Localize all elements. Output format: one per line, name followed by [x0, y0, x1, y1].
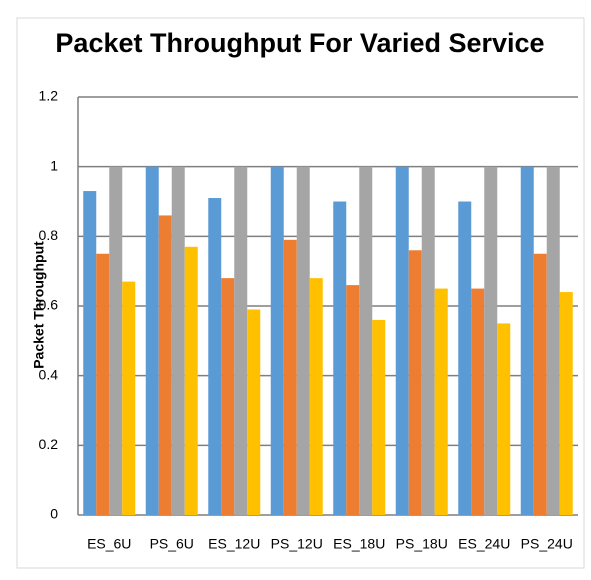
bar: [184, 246, 198, 516]
bar: [471, 288, 485, 515]
x-tick-label: PS_6U: [150, 536, 194, 552]
bar: [234, 166, 248, 515]
y-tick-label: 1: [50, 157, 58, 173]
x-tick-label: ES_6U: [87, 536, 131, 552]
bar: [221, 278, 235, 515]
bar: [408, 250, 422, 515]
bar: [359, 166, 373, 515]
bar: [533, 253, 547, 515]
bar: [109, 166, 123, 515]
x-tick-label: PS_24U: [521, 536, 573, 552]
bar: [309, 278, 323, 515]
bar: [559, 292, 573, 515]
bar: [145, 166, 159, 515]
bar: [158, 215, 172, 515]
x-tick-label: ES_12U: [208, 536, 260, 552]
bar: [283, 239, 297, 516]
bar: [83, 191, 97, 516]
y-tick-label: 0: [50, 506, 58, 522]
bar: [171, 166, 185, 515]
x-tick-label: PS_18U: [396, 536, 448, 552]
y-tick-label: 0.8: [39, 227, 59, 243]
bar: [96, 253, 110, 515]
bar: [333, 201, 347, 515]
bar: [458, 201, 472, 515]
x-tick-label: ES_18U: [333, 536, 385, 552]
chart-title: Packet Throughput For Varied Service: [55, 28, 544, 58]
bar: [296, 166, 310, 515]
bar: [208, 198, 222, 515]
x-tick-label: PS_12U: [271, 536, 323, 552]
bar: [421, 166, 435, 515]
bar: [395, 166, 409, 515]
bar: [247, 309, 261, 515]
bar: [270, 166, 284, 515]
y-tick-label: 1.2: [39, 88, 59, 104]
bar: [372, 319, 386, 515]
y-tick-label: 0.6: [39, 297, 59, 313]
bar: [484, 166, 498, 515]
bar: [520, 166, 534, 515]
bar: [497, 323, 511, 515]
y-tick-label: 0.4: [39, 366, 59, 382]
bar: [434, 288, 448, 515]
bar: [346, 285, 360, 515]
bar: [546, 166, 560, 515]
y-axis-label: Packet Throughput: [31, 241, 47, 369]
bar: [122, 281, 136, 515]
y-tick-label: 0.2: [39, 436, 59, 452]
x-tick-label: ES_24U: [458, 536, 510, 552]
